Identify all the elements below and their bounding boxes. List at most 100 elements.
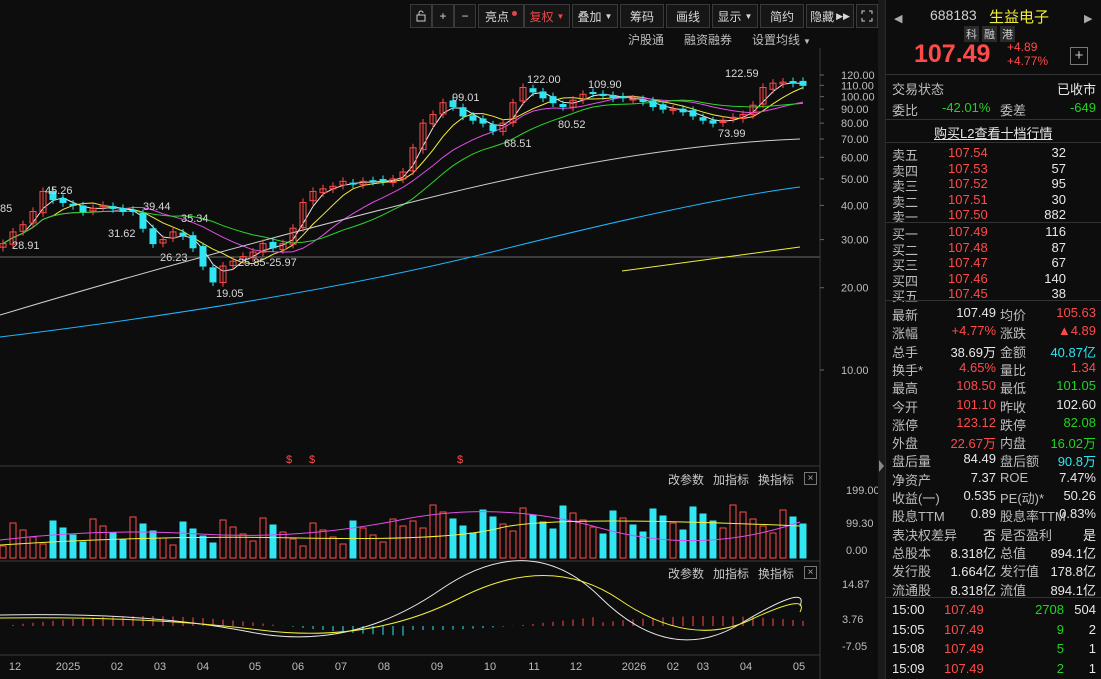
price-annotation: 122.59 xyxy=(725,68,759,80)
orderbook-row[interactable]: 卖四 107.53 57 xyxy=(886,160,1101,179)
candle-up xyxy=(579,93,587,101)
price-annotation: 39.44 xyxy=(143,201,171,213)
candle-down xyxy=(369,180,377,183)
stat-value: 是 xyxy=(1082,527,1096,543)
volume-bar xyxy=(319,529,327,559)
display-button[interactable]: 显示 ▼ xyxy=(712,4,758,28)
macd-add-button[interactable]: 加指标 xyxy=(713,567,750,581)
tick-time: 15:09 xyxy=(892,660,925,676)
orderbook-row[interactable]: 买一 107.49 116 xyxy=(886,223,1101,242)
l2-upgrade-link[interactable]: 购买L2查看十档行情 xyxy=(934,126,1053,141)
zoom-in-button[interactable]: + xyxy=(432,4,454,28)
stat-label: 涨幅 xyxy=(892,326,919,342)
event-marker[interactable]: $ xyxy=(309,454,315,466)
orderbook-row[interactable]: 买二 107.48 87 xyxy=(886,239,1101,258)
ma-settings-link[interactable]: 设置均线 ▼ xyxy=(752,31,811,48)
fullscreen-icon[interactable] xyxy=(856,4,878,28)
time-axis-label: 03 xyxy=(697,661,709,673)
volume-bar xyxy=(479,509,487,559)
price-annotation: 85 xyxy=(0,203,12,215)
volume-bar xyxy=(559,505,567,559)
tick-count: 2 xyxy=(1088,621,1096,637)
margin-link[interactable]: 融资融券 xyxy=(684,33,733,47)
volume-bar xyxy=(659,515,667,559)
orderbook-row[interactable]: 卖五 107.54 32 xyxy=(886,144,1101,163)
hide-button[interactable]: 隐藏 ▶▶ xyxy=(806,4,854,28)
prev-stock-icon[interactable]: ◀ xyxy=(894,13,903,25)
trade-status-row: 交易状态 已收市 xyxy=(886,78,1101,97)
orderbook-row[interactable]: 卖三 107.52 95 xyxy=(886,175,1101,194)
candle-up xyxy=(519,87,527,102)
stat-value: 0.535 xyxy=(963,488,996,503)
stat-row: 换手* 4.65% 量比 1.34 xyxy=(886,359,1101,378)
price-annotation: 19.05 xyxy=(216,288,244,300)
orderbook-row[interactable]: 买三 107.47 67 xyxy=(886,254,1101,273)
level-volume: 116 xyxy=(1045,224,1066,239)
stat-value: 108.50 xyxy=(956,378,996,394)
macd-switch-button[interactable]: 换指标 xyxy=(758,567,795,581)
volume-bar xyxy=(369,534,377,559)
level-label: 卖五 xyxy=(892,148,919,163)
stat-row: 总股本 8.318亿 总值 894.1亿 xyxy=(886,542,1101,561)
close-icon[interactable]: × xyxy=(804,472,817,485)
close-icon[interactable]: × xyxy=(804,566,817,579)
orderbook-row[interactable]: 卖一 107.50 882 xyxy=(886,206,1101,225)
price-annotation: 45.26 xyxy=(45,185,73,197)
simple-button[interactable]: 简约 xyxy=(760,4,804,28)
level-volume: 882 xyxy=(1044,207,1066,222)
highlight-button[interactable]: 亮点 xyxy=(478,4,524,28)
orderbook-row[interactable]: 买四 107.46 140 xyxy=(886,270,1101,289)
candle-up xyxy=(749,104,757,116)
event-marker[interactable]: $ xyxy=(457,454,463,466)
add-favorite-button[interactable]: + xyxy=(1070,47,1088,65)
vol-switch-button[interactable]: 换指标 xyxy=(758,473,795,487)
stat-label: PE(动)* xyxy=(1000,491,1045,506)
zoom-out-button[interactable]: − xyxy=(454,4,476,28)
stat-label: 涨跌 xyxy=(1000,326,1027,342)
lock-icon[interactable] xyxy=(410,4,432,28)
stat-value: 894.1亿 xyxy=(1050,582,1096,598)
volume-bar xyxy=(329,536,337,559)
macd-tick-label: -7.05 xyxy=(842,641,867,653)
vol-add-button[interactable]: 加指标 xyxy=(713,473,750,487)
stat-label: 均价 xyxy=(1000,308,1027,323)
orderbook-row[interactable]: 卖二 107.51 30 xyxy=(886,191,1101,210)
volume-bar xyxy=(199,535,207,559)
volume-bar xyxy=(399,525,407,559)
stat-row: 盘后量 84.49 盘后额 90.8万 xyxy=(886,450,1101,470)
vol-param-button[interactable]: 改参数 xyxy=(668,473,705,487)
divider xyxy=(886,597,1101,598)
level-price: 107.51 xyxy=(948,191,988,207)
volume-bar xyxy=(769,532,777,559)
stat-value: 7.37 xyxy=(970,469,996,485)
next-stock-icon[interactable]: ▶ xyxy=(1084,13,1093,25)
splitter-handle[interactable] xyxy=(878,0,885,679)
macd-param-button[interactable]: 改参数 xyxy=(668,567,705,581)
stat-value: 7.47% xyxy=(1059,469,1096,485)
level-label: 买三 xyxy=(892,258,919,273)
chips-button[interactable]: 筹码 xyxy=(620,4,664,28)
adjust-button[interactable]: 复权 ▼ xyxy=(524,4,570,28)
stat-row: 外盘 22.67万 内盘 16.02万 xyxy=(886,432,1101,452)
level-label: 买一 xyxy=(892,227,919,242)
price-annotation: 25.85-25.97 xyxy=(238,257,297,269)
candle-up xyxy=(229,260,237,266)
price-change-pct: +4.77% xyxy=(1007,54,1049,68)
hsgt-link[interactable]: 沪股通 xyxy=(628,33,665,47)
trade-status-label: 交易状态 xyxy=(892,82,945,97)
draw-button[interactable]: 画线 xyxy=(666,4,710,28)
kline-chart[interactable]: 122.59 122.00 109.90 99.01 80.52 68.51 73.99 45… xyxy=(0,0,880,679)
event-marker[interactable]: $ xyxy=(286,454,292,466)
stat-label: 流通股 xyxy=(892,582,932,598)
collapse-arrow-icon[interactable] xyxy=(879,460,884,472)
candle-up xyxy=(319,188,327,194)
level-price: 107.52 xyxy=(948,176,988,191)
overlay-button[interactable]: 叠加 ▼ xyxy=(572,4,618,28)
price-annotation: 109.90 xyxy=(588,79,622,91)
volume-bar xyxy=(0,545,7,559)
stat-value: 90.8万 xyxy=(1057,454,1096,470)
stat-label: 是否盈利 xyxy=(1000,527,1053,543)
chevron-down-icon: ▼ xyxy=(803,37,811,46)
stat-value: 22.67万 xyxy=(950,436,996,452)
volume-bar xyxy=(59,527,67,559)
